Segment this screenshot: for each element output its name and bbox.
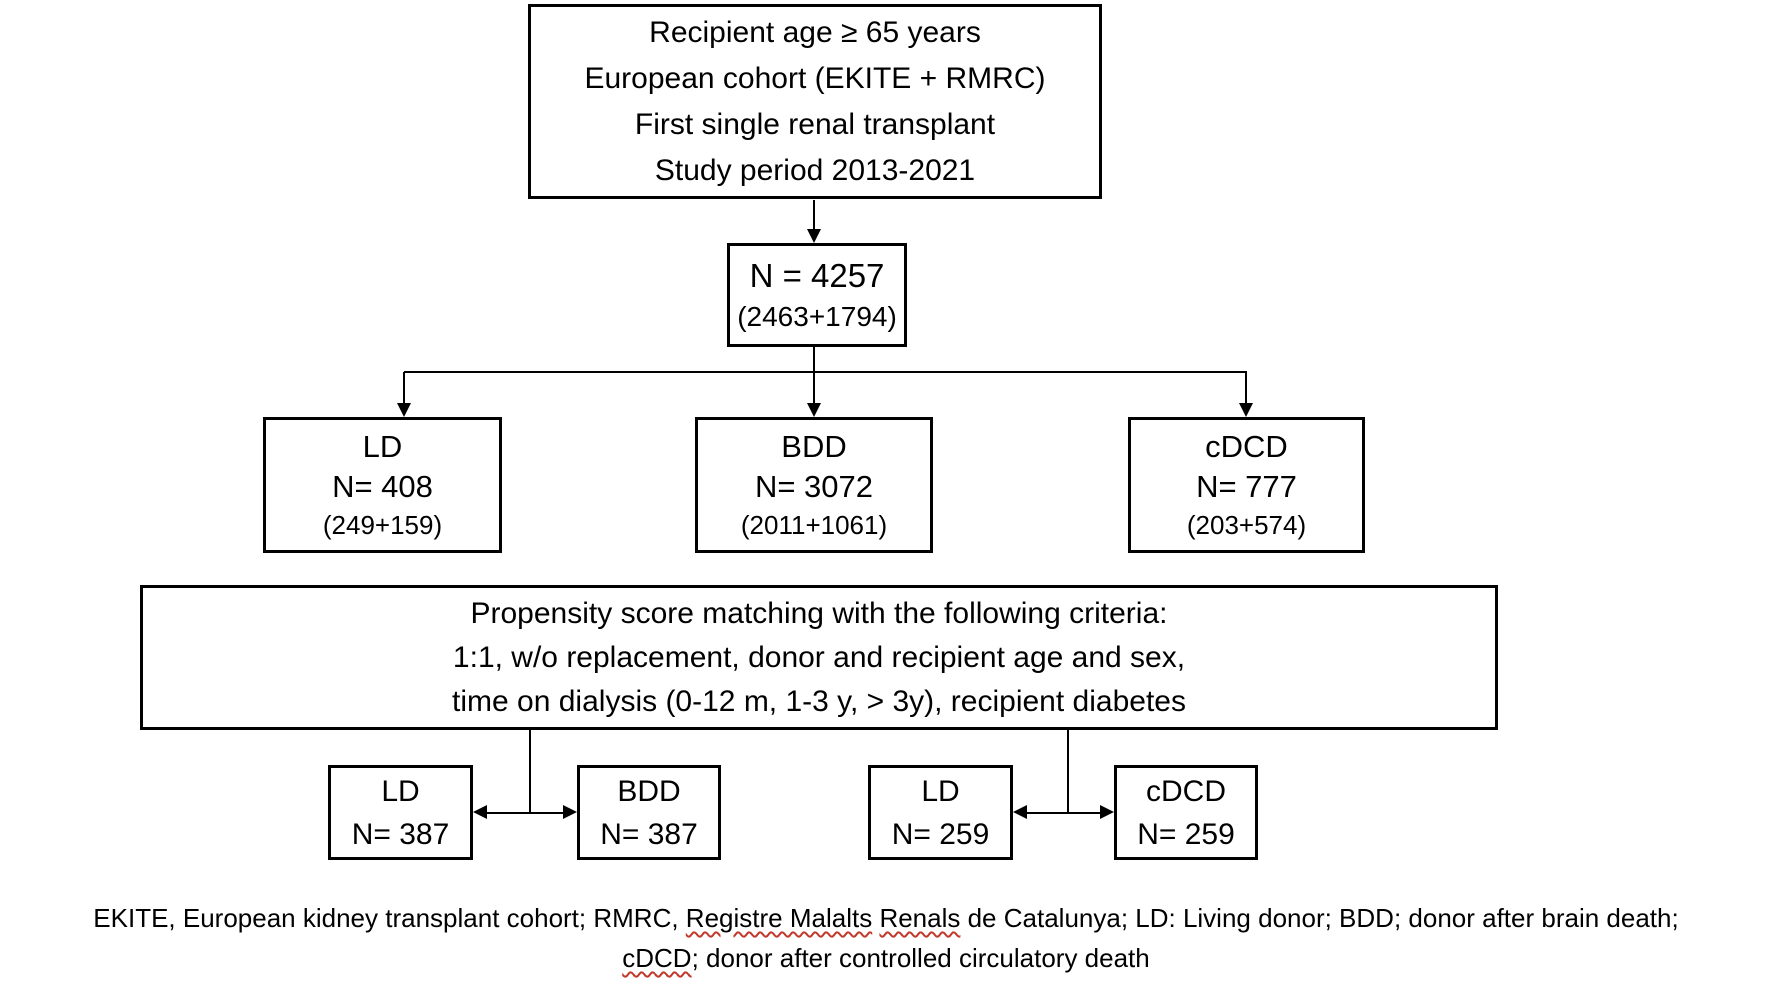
connector-pair1-shaft <box>486 812 564 814</box>
connector-pair2-shaft <box>1026 812 1101 814</box>
arrowhead-right-icon <box>563 805 577 819</box>
arrowhead-down-icon <box>807 229 821 243</box>
group-n-value: N= 408 <box>332 469 433 504</box>
group-label: LD <box>362 429 403 464</box>
connector-split-to-cdcd <box>1245 372 1247 405</box>
arrowhead-left-icon <box>473 805 487 819</box>
matched-label: LD <box>381 774 420 808</box>
legend-line-1: EKITE, European kidney transplant cohort… <box>0 898 1772 938</box>
eligibility-line: First single renal transplant <box>634 107 996 141</box>
connector-psm-to-pair1 <box>529 730 531 813</box>
arrowhead-down-icon <box>397 403 411 417</box>
connector-total-to-split <box>813 347 815 405</box>
matched-n-value: N= 387 <box>600 817 698 851</box>
group-box-ld: LD N= 408 (249+159) <box>263 417 502 553</box>
arrowhead-right-icon <box>1100 805 1114 819</box>
connector-psm-to-pair2 <box>1067 730 1069 813</box>
group-n-value: N= 777 <box>1196 469 1297 504</box>
connector-eligibility-to-total <box>813 200 815 231</box>
matched-n-value: N= 259 <box>1137 817 1235 851</box>
matched-n-value: N= 387 <box>351 817 450 851</box>
group-box-cdcd: cDCD N= 777 (203+574) <box>1128 417 1365 553</box>
arrowhead-down-icon <box>807 403 821 417</box>
total-n-value: N = 4257 <box>749 257 885 294</box>
group-breakdown-value: (203+574) <box>1186 510 1307 540</box>
arrowhead-left-icon <box>1013 805 1027 819</box>
eligibility-line: European cohort (EKITE + RMRC) <box>584 61 1046 95</box>
matched-label: BDD <box>617 774 681 808</box>
group-box-bdd: BDD N= 3072 (2011+1061) <box>695 417 933 553</box>
group-n-value: N= 3072 <box>754 469 874 504</box>
psm-line: time on dialysis (0-12 m, 1-3 y, > 3y), … <box>452 684 1186 718</box>
matched-box-cdcd-259: cDCD N= 259 <box>1114 765 1258 860</box>
matched-box-ld-259: LD N= 259 <box>868 765 1013 860</box>
psm-line: 1:1, w/o replacement, donor and recipien… <box>452 640 1186 674</box>
legend-text-spellchecked: Renals <box>879 903 961 933</box>
propensity-matching-box: Propensity score matching with the follo… <box>140 585 1498 730</box>
group-breakdown-value: (249+159) <box>322 510 443 540</box>
matched-box-bdd-387: BDD N= 387 <box>577 765 721 860</box>
group-breakdown-value: (2011+1061) <box>740 510 888 540</box>
legend-text: de Catalunya; LD: Living donor; BDD; don… <box>960 903 1679 933</box>
eligibility-line: Recipient age ≥ 65 years <box>649 15 981 49</box>
matched-label: LD <box>921 774 960 808</box>
connector-split-to-ld <box>403 372 405 405</box>
total-cohort-box: N = 4257 (2463+1794) <box>727 243 907 347</box>
matched-box-ld-387: LD N= 387 <box>328 765 473 860</box>
eligibility-line: Study period 2013-2021 <box>654 153 976 187</box>
legend-text: ; donor after controlled circulatory dea… <box>691 943 1150 973</box>
arrowhead-down-icon <box>1239 403 1253 417</box>
psm-line: Propensity score matching with the follo… <box>470 596 1168 630</box>
group-label: BDD <box>781 429 847 464</box>
eligibility-criteria-box: Recipient age ≥ 65 years European cohort… <box>528 4 1102 199</box>
matched-n-value: N= 259 <box>891 817 990 851</box>
legend-text: EKITE, European kidney transplant cohort… <box>93 903 686 933</box>
legend-text-spellchecked: Registre Malalts <box>685 903 873 933</box>
abbreviation-legend: EKITE, European kidney transplant cohort… <box>0 898 1772 978</box>
connector-split-horizontal <box>404 371 1247 373</box>
matched-label: cDCD <box>1146 774 1226 808</box>
total-breakdown-value: (2463+1794) <box>737 301 897 332</box>
group-label: cDCD <box>1205 429 1288 464</box>
legend-line-2: cDCD; donor after controlled circulatory… <box>0 938 1772 978</box>
legend-text-spellchecked: cDCD <box>622 943 692 973</box>
